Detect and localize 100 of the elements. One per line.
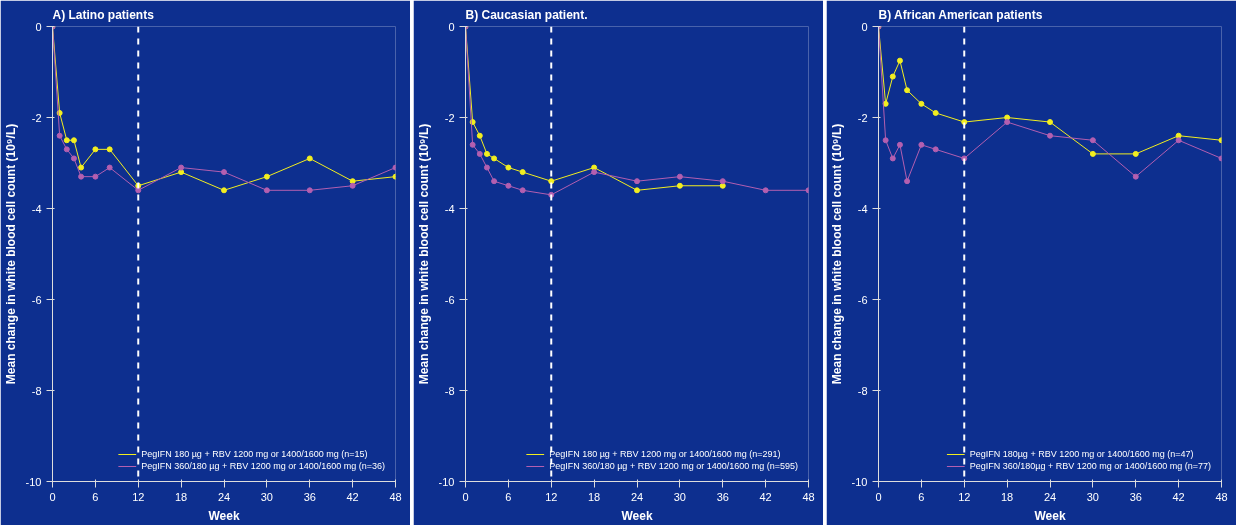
point bbox=[519, 169, 526, 176]
x-tick-label: 48 bbox=[1215, 490, 1228, 503]
x-tick-label: 18 bbox=[1001, 490, 1014, 503]
point bbox=[918, 100, 925, 107]
point bbox=[349, 178, 356, 185]
point bbox=[676, 182, 683, 189]
point bbox=[896, 57, 903, 64]
point bbox=[469, 141, 476, 148]
point bbox=[889, 155, 896, 162]
x-tick-label: 42 bbox=[1172, 490, 1185, 503]
point bbox=[483, 164, 490, 171]
y-tick-label: -4 bbox=[857, 202, 868, 215]
y-tick-label: -4 bbox=[444, 202, 455, 215]
point bbox=[178, 169, 185, 176]
x-tick-label: 18 bbox=[588, 490, 601, 503]
x-axis-title: Week bbox=[621, 508, 653, 523]
point bbox=[306, 155, 313, 162]
point bbox=[932, 109, 939, 116]
x-tick-label: 0 bbox=[49, 490, 56, 503]
point bbox=[306, 187, 313, 194]
point bbox=[78, 173, 85, 180]
point bbox=[63, 146, 70, 153]
point bbox=[263, 173, 270, 180]
y-tick-label: -8 bbox=[857, 384, 868, 397]
point bbox=[882, 100, 889, 107]
x-tick-label: 48 bbox=[802, 490, 815, 503]
y-tick-label: -8 bbox=[31, 384, 42, 397]
point bbox=[106, 146, 113, 153]
y-axis-title: Mean change in white blood cell count (10⁹/L) bbox=[3, 123, 18, 385]
x-tick-label: 30 bbox=[1086, 490, 1100, 503]
point bbox=[719, 178, 726, 185]
point bbox=[349, 182, 356, 189]
point bbox=[1047, 132, 1053, 139]
point bbox=[762, 187, 769, 194]
x-axis-title: Week bbox=[208, 508, 240, 523]
point bbox=[889, 73, 896, 80]
x-tick-label: 36 bbox=[303, 490, 316, 503]
x-tick-label: 24 bbox=[217, 490, 231, 503]
point bbox=[263, 187, 270, 194]
x-tick-label: 6 bbox=[505, 490, 512, 503]
legend-label: PegIFN 180µg + RBV 1200 mg or 1400/1600 mg (n=47) bbox=[969, 449, 1194, 459]
point bbox=[1132, 173, 1139, 180]
point bbox=[476, 132, 483, 139]
point bbox=[932, 146, 939, 153]
y-tick-label: -6 bbox=[857, 293, 868, 306]
chart-title: B) African American patients bbox=[878, 7, 1043, 22]
x-tick-label: 12 bbox=[958, 490, 971, 503]
point bbox=[1089, 150, 1096, 157]
x-tick-label: 30 bbox=[673, 490, 687, 503]
point bbox=[106, 164, 113, 171]
point bbox=[491, 178, 498, 185]
point bbox=[92, 173, 99, 180]
legend-label: PegIFN 180 µg + RBV 1200 mg or 1400/1600 mg (n=291) bbox=[549, 449, 781, 459]
point bbox=[548, 191, 555, 198]
point bbox=[1004, 114, 1011, 121]
y-tick-label: -10 bbox=[438, 475, 455, 488]
legend-label: PegIFN 180 µg + RBV 1200 mg or 1400/1600 mg (n=15) bbox=[141, 449, 368, 459]
x-tick-label: 42 bbox=[346, 490, 359, 503]
point bbox=[483, 150, 490, 157]
point bbox=[221, 169, 227, 176]
x-tick-label: 18 bbox=[175, 490, 188, 503]
point bbox=[1004, 119, 1011, 126]
x-tick-label: 0 bbox=[875, 490, 882, 503]
y-tick-label: 0 bbox=[861, 20, 868, 33]
point bbox=[634, 178, 640, 185]
point bbox=[70, 137, 77, 144]
point bbox=[676, 173, 683, 180]
y-tick-label: -2 bbox=[444, 111, 455, 124]
point bbox=[135, 187, 142, 194]
y-tick-label: -4 bbox=[31, 202, 42, 215]
point bbox=[719, 182, 726, 189]
y-tick-label: -10 bbox=[851, 475, 868, 488]
point bbox=[70, 155, 77, 162]
point bbox=[178, 164, 185, 171]
point bbox=[634, 187, 640, 194]
point bbox=[1089, 137, 1096, 144]
x-tick-label: 48 bbox=[389, 490, 402, 503]
x-tick-label: 12 bbox=[545, 490, 558, 503]
y-tick-label: -2 bbox=[31, 111, 42, 124]
point bbox=[92, 146, 99, 153]
point bbox=[491, 155, 498, 162]
point bbox=[1175, 132, 1182, 139]
y-axis-title: Mean change in white blood cell count (10⁹/L) bbox=[416, 123, 431, 385]
point bbox=[591, 169, 598, 176]
x-tick-label: 24 bbox=[1043, 490, 1057, 503]
point bbox=[591, 164, 598, 171]
y-axis-title: Mean change in white blood cell count (10⁹/L) bbox=[829, 123, 844, 385]
x-tick-label: 6 bbox=[918, 490, 925, 503]
point bbox=[896, 141, 903, 148]
y-tick-label: -10 bbox=[25, 475, 42, 488]
point bbox=[519, 187, 526, 194]
point bbox=[918, 141, 925, 148]
point bbox=[1047, 119, 1053, 126]
point bbox=[63, 137, 70, 144]
point bbox=[1175, 137, 1182, 144]
y-tick-label: -6 bbox=[444, 293, 455, 306]
legend-label: PegIFN 360/180 µg + RBV 1200 mg or 1400/1600 mg (n=36) bbox=[141, 461, 385, 471]
legend-label: PegIFN 360/180 µg + RBV 1200 mg or 1400/1600 mg (n=595) bbox=[549, 461, 798, 471]
x-tick-label: 6 bbox=[92, 490, 99, 503]
point bbox=[882, 137, 889, 144]
